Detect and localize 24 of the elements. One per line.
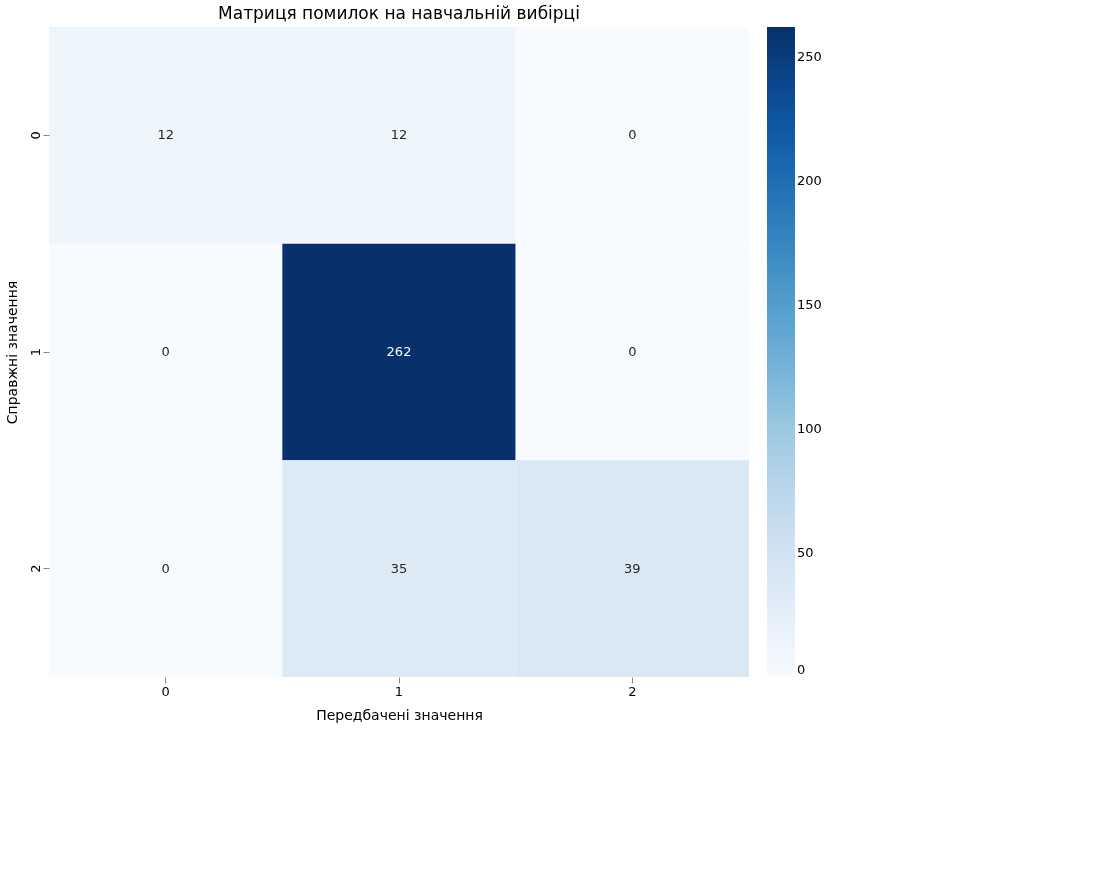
data-label: 39: [624, 560, 641, 576]
color-bar-label: 200: [797, 172, 822, 188]
color-bar-label: 100: [797, 420, 822, 436]
data-label: 0: [628, 344, 637, 359]
color-bar-label: 150: [797, 296, 822, 312]
data-label: 0: [161, 344, 170, 359]
x-axis-title: Передбачені значення: [316, 706, 483, 723]
color-bar-label: 50: [797, 544, 814, 560]
y-tick-label: 2: [27, 564, 43, 573]
x-tick-label: 1: [394, 683, 404, 699]
y-axis-title: Справжні значення: [3, 280, 20, 425]
data-label: 12: [390, 127, 408, 143]
y-tick-label: 0: [27, 131, 43, 140]
chart-title: Матриця помилок на навчальній вибірці: [218, 3, 580, 23]
data-label: 0: [161, 560, 170, 576]
data-label: 262: [386, 344, 412, 359]
x-tick-label: 2: [628, 683, 637, 699]
data-label: 35: [390, 560, 408, 576]
data-label: 12: [157, 127, 174, 143]
color-bar-label: 250: [797, 48, 822, 64]
data-label: 0: [628, 127, 637, 143]
y-tick-label: 1: [27, 347, 43, 357]
x-tick-label: 0: [161, 683, 170, 699]
color-bar-label: 0: [797, 662, 806, 677]
